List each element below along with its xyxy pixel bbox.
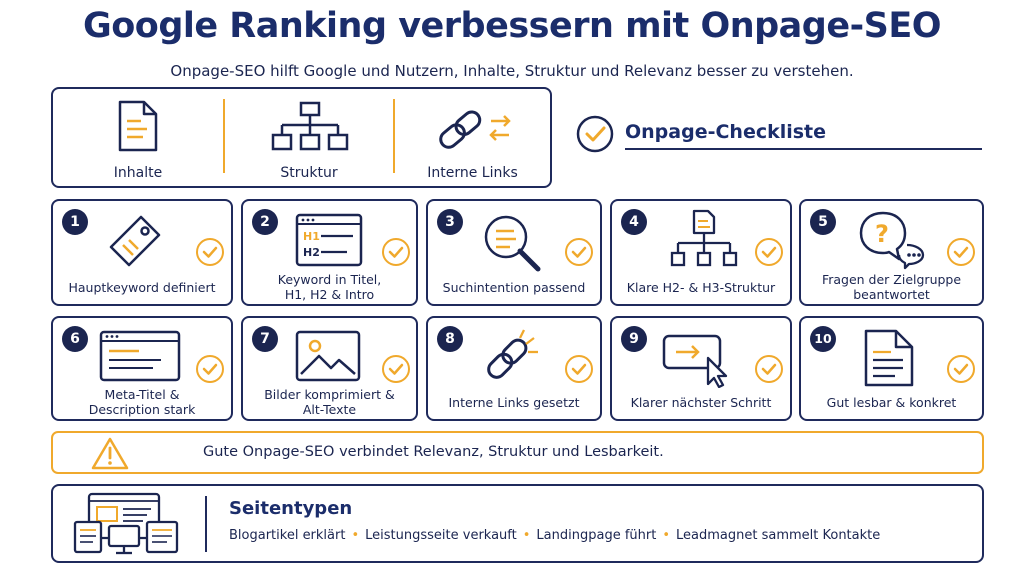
checklist-card: 4 Klare H2- & H3-Struktur bbox=[610, 199, 792, 306]
svg-text:?: ? bbox=[875, 220, 889, 248]
step-number: 8 bbox=[437, 326, 463, 352]
notice-banner: Gute Onpage-SEO verbindet Relevanz, Stru… bbox=[51, 431, 984, 474]
check-icon bbox=[382, 355, 410, 383]
divider bbox=[393, 99, 395, 173]
page-title: Google Ranking verbessern mit Onpage-SEO bbox=[83, 6, 942, 46]
checklist-card: 6 Meta-Titel & Description stark bbox=[51, 316, 233, 421]
separator-dot: • bbox=[351, 528, 360, 543]
step-number: 5 bbox=[810, 209, 836, 235]
link-icon bbox=[439, 110, 511, 149]
checklist-item-label: Interne Links gesetzt bbox=[448, 395, 580, 410]
devices-icon bbox=[73, 492, 179, 555]
step-number: 1 bbox=[62, 209, 88, 235]
svg-text:H1: H1 bbox=[303, 230, 320, 243]
question-bubble-icon: ? bbox=[859, 211, 925, 270]
checklist-card: 7 Bilder komprimiert & Alt-Texte bbox=[241, 316, 418, 421]
pillar-structure: Struktur bbox=[225, 89, 393, 186]
browser-window-icon bbox=[99, 330, 181, 382]
document-icon bbox=[118, 100, 158, 152]
checklist-item-label: Klarer nächster Schritt bbox=[630, 395, 772, 410]
separator-dot: • bbox=[662, 528, 670, 543]
page-type-item: Landingpage führt bbox=[536, 528, 657, 543]
separator-dot: • bbox=[522, 528, 531, 543]
checklist-title: Onpage-Checkliste bbox=[625, 121, 827, 143]
check-icon bbox=[196, 355, 224, 383]
step-number: 9 bbox=[621, 326, 647, 352]
checklist-item-label: Bilder komprimiert & Alt-Texte bbox=[264, 387, 395, 417]
headings-icon: H1 H2 bbox=[295, 213, 363, 267]
pillar-label: Interne Links bbox=[427, 165, 518, 181]
document-icon bbox=[864, 329, 914, 387]
warning-icon bbox=[91, 437, 129, 470]
checklist-card: 2 H1 H2 Keyword in Titel, H1, H2 & Intro bbox=[241, 199, 418, 306]
notice-text: Gute Onpage-SEO verbindet Relevanz, Stru… bbox=[203, 444, 664, 460]
page-type-item: Leistungsseite verkauft bbox=[365, 528, 517, 543]
page-type-item: Blogartikel erklärt bbox=[229, 528, 346, 543]
pillar-links: Interne Links bbox=[395, 89, 550, 186]
checklist-item-label: Keyword in Titel, H1, H2 & Intro bbox=[277, 272, 382, 302]
checklist-card: 9 Klarer nächster Schritt bbox=[610, 316, 792, 421]
check-icon bbox=[565, 355, 593, 383]
check-icon bbox=[196, 238, 224, 266]
step-number: 7 bbox=[252, 326, 278, 352]
sitemap-icon bbox=[271, 101, 349, 151]
pillar-label: Inhalte bbox=[113, 165, 163, 181]
checklist-card: 5 ? Fragen der Zielgruppe beantwortet bbox=[799, 199, 984, 306]
cta-button-icon bbox=[662, 334, 728, 388]
page-types-list: Blogartikel erklärt • Leistungsseite verka… bbox=[229, 528, 880, 543]
pillars-panel: Inhalte Struktur Interne Links bbox=[51, 87, 552, 188]
checklist-item-label: Klare H2- & H3-Struktur bbox=[626, 280, 776, 295]
magnifier-icon bbox=[484, 215, 541, 272]
check-icon bbox=[382, 238, 410, 266]
step-number: 3 bbox=[437, 209, 463, 235]
page-type-item: Leadmagnet sammelt Kontakte bbox=[676, 528, 881, 543]
link-icon bbox=[487, 329, 538, 379]
step-number: 6 bbox=[62, 326, 88, 352]
step-number: 4 bbox=[621, 209, 647, 235]
divider bbox=[223, 99, 225, 173]
page-types-panel: Seitentypen Blogartikel erklärt • Leistung… bbox=[51, 484, 984, 563]
check-icon bbox=[565, 238, 593, 266]
checklist-item-label: Suchintention passend bbox=[442, 280, 586, 295]
checklist-card: 3 Suchintention passend bbox=[426, 199, 602, 306]
checkmark-circle-icon bbox=[576, 115, 614, 153]
image-icon bbox=[295, 330, 361, 382]
checklist-card: 8 Interne Links gesetzt bbox=[426, 316, 602, 421]
step-number: 10 bbox=[810, 326, 836, 352]
checklist-card: 1 Hauptkeyword definiert bbox=[51, 199, 233, 306]
check-icon bbox=[947, 355, 975, 383]
hierarchy-icon bbox=[670, 209, 738, 267]
checklist-item-label: Gut lesbar & konkret bbox=[826, 395, 957, 410]
svg-text:H2: H2 bbox=[303, 246, 320, 259]
step-number: 2 bbox=[252, 209, 278, 235]
checklist-underline bbox=[625, 148, 982, 150]
checklist-item-label: Fragen der Zielgruppe beantwortet bbox=[821, 272, 962, 302]
tag-icon bbox=[109, 215, 161, 267]
page-subtitle: Onpage-SEO hilft Google und Nutzern, Inh… bbox=[170, 62, 854, 80]
checklist-card: 10 Gut lesbar & konkret bbox=[799, 316, 984, 421]
check-icon bbox=[755, 355, 783, 383]
pillar-content: Inhalte bbox=[53, 89, 223, 186]
checklist-item-label: Meta-Titel & Description stark bbox=[88, 387, 196, 417]
check-icon bbox=[947, 238, 975, 266]
pillar-label: Struktur bbox=[280, 165, 338, 181]
checklist-item-label: Hauptkeyword definiert bbox=[68, 280, 216, 295]
check-icon bbox=[755, 238, 783, 266]
divider bbox=[205, 496, 207, 552]
page-types-title: Seitentypen bbox=[229, 498, 353, 519]
